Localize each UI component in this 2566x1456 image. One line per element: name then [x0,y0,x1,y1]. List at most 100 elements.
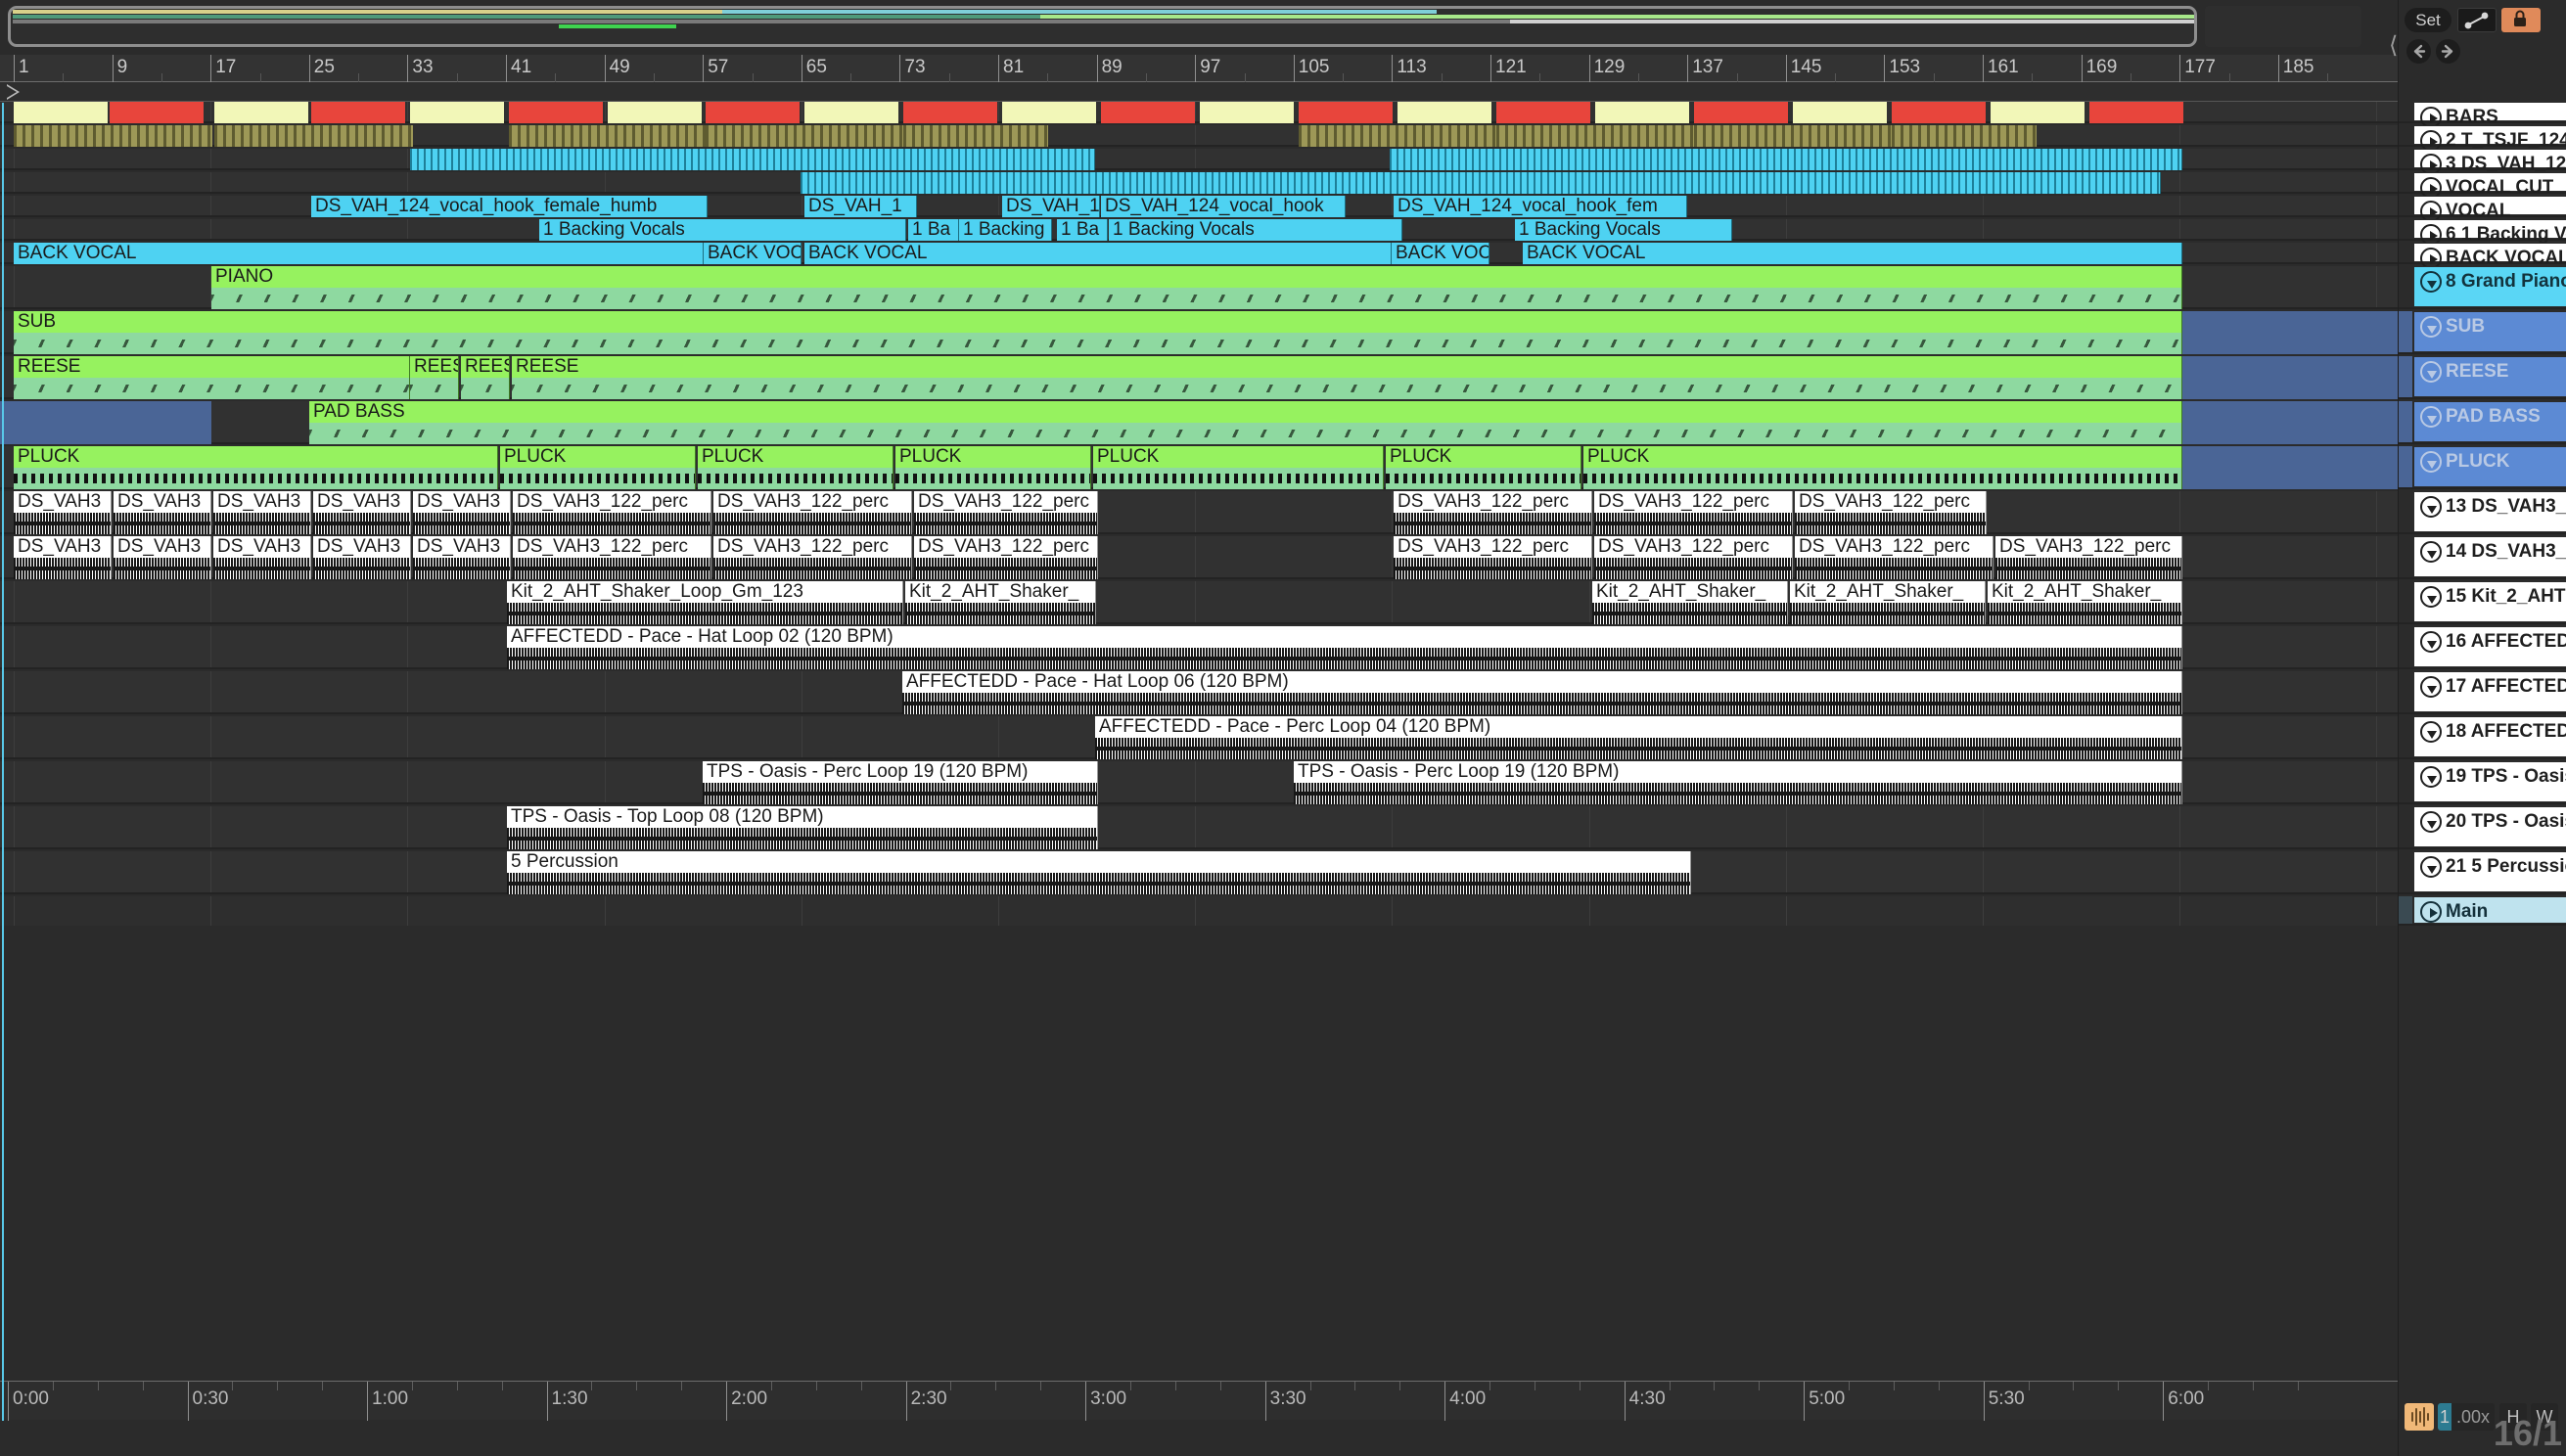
clip[interactable]: Kit_2_AHT_Shaker_ [1988,581,2182,624]
clip[interactable] [1299,102,1393,123]
track-header[interactable]: 6 1 Backing Vo [2399,219,2566,246]
clip[interactable]: BACK VOCAL [14,243,704,264]
clip[interactable] [608,102,702,123]
track-header-body[interactable]: 18 AFFECTEDD [2414,717,2566,756]
track-header[interactable]: REESE [2399,356,2566,399]
clip[interactable]: 1 Backing Vocals [1109,219,1402,241]
clip[interactable]: DS_VAH_124_vocal_hook [1101,196,1346,217]
track-header-body[interactable]: 20 TPS - Oasis [2414,807,2566,846]
chevron-left-icon[interactable]: ⟨ [2389,32,2399,59]
track-header[interactable]: BACK VOCAL [2399,243,2566,269]
track-header-body[interactable]: BARS [2414,103,2566,128]
clip[interactable] [110,102,204,123]
triangle-down-icon[interactable] [2420,631,2442,653]
clip[interactable]: DS_VAH3 [213,536,311,579]
clip[interactable]: 1 Backing [959,219,1052,241]
track-lane[interactable]: DS_VAH3 DS_VAH3 DS_VAH3 DS_VAH3 DS_VAH3 DS_VA… [0,536,2398,579]
clip[interactable] [14,125,212,147]
track-lane[interactable]: PIANO [0,266,2398,309]
clip[interactable]: PLUCK [1386,446,1581,489]
clip[interactable]: DS_VAH3_122_perc [1795,536,1993,579]
clip[interactable] [804,102,898,123]
track-lane[interactable]: DS_VAH_124_vocal_hook_female_humb DS_VAH_… [0,196,2398,217]
clip[interactable]: DS_VAH3 [114,536,211,579]
clip[interactable]: DS_VAH3_122_perc [713,536,912,579]
track-lane[interactable]: AFFECTEDD - Pace - Perc Loop 04 (120 BPM… [0,716,2398,759]
clip[interactable]: DS_VAH3_122_perc [914,536,1098,579]
track-lane[interactable] [0,125,2398,147]
track-header-body[interactable]: 19 TPS - Oasis [2414,762,2566,801]
track-header-body[interactable]: PAD BASS [2414,402,2566,441]
track-header-body[interactable]: SUB [2414,312,2566,351]
track-header[interactable]: PAD BASS [2399,401,2566,444]
timeline-tracks[interactable]: DS_VAH_124_vocal_hook_female_humb DS_VAH_… [0,102,2398,1358]
track-lane[interactable]: PLUCK PLUCK PLUCK PLUCK PLUCK PLUCK PLUCK [0,446,2398,489]
track-header-body[interactable]: 13 DS_VAH3_1 [2414,492,2566,531]
clip[interactable]: BACK VOC [704,243,802,264]
track-header-body[interactable]: 21 5 Percussio [2414,852,2566,891]
track-header[interactable]: 20 TPS - Oasis [2399,806,2566,849]
clip[interactable]: DS_VAH3_122_perc [914,491,1098,534]
track-lane[interactable]: 1 Backing Vocals 1 Ba 1 Backing 1 Ba 1 Backi… [0,219,2398,241]
arrangement-overview[interactable] [0,0,2566,55]
clip[interactable] [1892,125,2037,147]
clip[interactable]: Kit_2_AHT_Shaker_ [1592,581,1788,624]
triangle-down-icon[interactable] [2420,451,2442,473]
track-header[interactable]: 13 DS_VAH3_1 [2399,491,2566,534]
clip[interactable] [1002,102,1096,123]
track-header-body[interactable]: Main [2414,897,2566,923]
clip[interactable] [1793,102,1887,123]
clip[interactable] [1101,102,1195,123]
clip[interactable]: DS_VAH3 [413,536,511,579]
track-header[interactable]: 21 5 Percussio [2399,851,2566,894]
overview-scroll-region[interactable] [8,6,2197,47]
track-header[interactable]: 19 TPS - Oasis [2399,761,2566,804]
clip[interactable]: REES [410,356,459,399]
clip[interactable]: DS_VAH_124_vocal_hook_female_humb [311,196,708,217]
triangle-down-icon[interactable] [2420,271,2442,293]
clip[interactable]: DS_VAH3_122_perc [513,491,711,534]
clip[interactable] [801,172,2161,194]
clip[interactable]: DS_VAH3_122_perc [1995,536,2182,579]
clip[interactable]: TPS - Oasis - Perc Loop 19 (120 BPM) [1294,761,2182,804]
set-button[interactable]: Set [2405,8,2451,32]
clip[interactable]: PLUCK [698,446,894,489]
automation-curve-icon[interactable] [2457,8,2497,32]
track-header[interactable]: SUB [2399,311,2566,354]
track-header-body[interactable]: 8 Grand Piano [2414,267,2566,306]
clip[interactable] [1694,102,1788,123]
track-header-body[interactable]: 14 DS_VAH3_1 [2414,537,2566,576]
track-lane[interactable] [0,149,2398,170]
clip[interactable]: Kit_2_AHT_Shaker_Loop_Gm_123 [507,581,903,624]
clip[interactable]: PLUCK [500,446,696,489]
clip[interactable]: TPS - Oasis - Top Loop 08 (120 BPM) [507,806,1098,849]
clip[interactable]: DS_VAH3_122_perc [1594,536,1793,579]
track-header[interactable]: 16 AFFECTEDD [2399,626,2566,669]
track-lane[interactable] [0,172,2398,194]
clip[interactable]: BACK VOCAL [1523,243,2182,264]
zoom-level-field[interactable]: 1 .00x [2438,1403,2495,1431]
arrow-right-icon[interactable] [2436,39,2460,64]
clip[interactable] [311,102,405,123]
clip[interactable] [1694,125,1893,147]
track-header[interactable]: 18 AFFECTEDD [2399,716,2566,759]
clip[interactable]: 1 Ba [1057,219,1108,241]
clip[interactable]: Kit_2_AHT_Shaker_ [905,581,1096,624]
track-header-body[interactable]: 15 Kit_2_AHT [2414,582,2566,621]
track-lane[interactable] [0,102,2398,123]
track-header-body[interactable]: PLUCK [2414,447,2566,486]
track-lane[interactable]: TPS - Oasis - Perc Loop 19 (120 BPM) TPS … [0,761,2398,804]
track-lane[interactable] [0,896,2398,926]
clip[interactable]: REESE [14,356,410,399]
clip[interactable] [214,102,308,123]
clip[interactable]: AFFECTEDD - Pace - Hat Loop 06 (120 BPM) [902,671,2182,714]
track-lane[interactable]: Kit_2_AHT_Shaker_Loop_Gm_123 Kit_2_AHT_Sh… [0,581,2398,624]
clip[interactable]: PLUCK [1093,446,1384,489]
track-header[interactable]: 15 Kit_2_AHT [2399,581,2566,624]
playhead-lane[interactable] [0,82,2398,102]
clip[interactable] [214,125,413,147]
clip[interactable] [1299,125,1497,147]
clip[interactable]: BACK VOCAL [804,243,1392,264]
clip[interactable]: PAD BASS [309,401,2182,444]
clip[interactable]: DS_VAH3_122_perc [513,536,711,579]
